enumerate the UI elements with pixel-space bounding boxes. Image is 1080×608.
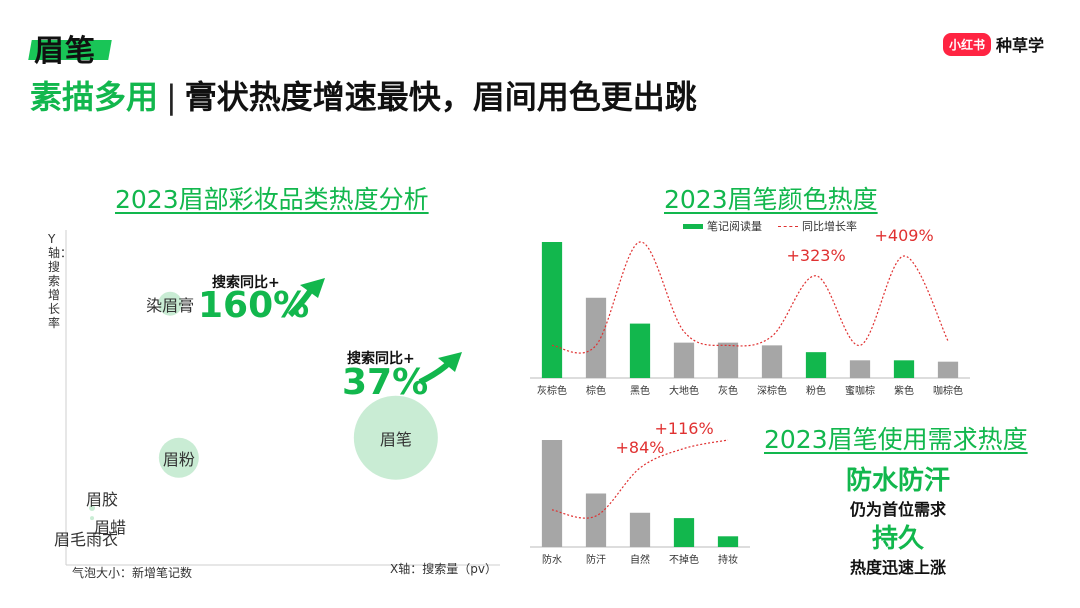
bubble [158, 437, 199, 478]
usage-item2-note: 热度迅速上涨 [849, 558, 946, 577]
bar [629, 323, 651, 378]
bar [629, 512, 651, 547]
slide-tag: 眉笔 [28, 26, 112, 70]
scatter-title: 2023眉部彩妆品类热度分析 [115, 185, 429, 214]
bar [717, 536, 739, 547]
bar-category-label: 灰棕色 [537, 384, 567, 397]
bubble [99, 537, 102, 540]
bar-category-label: 防水 [542, 553, 562, 566]
bar-category-label: 大地色 [669, 384, 699, 397]
legend-line-label: 同比增长率 [802, 220, 857, 233]
bar [541, 242, 563, 378]
brand-badge: 小红书 [942, 32, 991, 56]
bubble-label: 染眉膏 [146, 295, 195, 315]
headline: 素描多用 | 膏状热度增速最快，眉间用色更出跳 [30, 72, 697, 118]
bar-category-label: 棕色 [586, 384, 606, 397]
scatter-x-label: X轴：搜索量（pv） [390, 562, 497, 576]
bar-category-label: 蜜咖棕 [845, 384, 875, 397]
bubble [158, 291, 183, 316]
bar [585, 493, 607, 547]
headline-keyword: 素描多用 [30, 78, 159, 116]
usage-item1-note: 仍为首位需求 [849, 500, 946, 519]
growth-arrow-icon [438, 352, 462, 372]
bar-category-label: 咖棕色 [933, 384, 963, 397]
bar [937, 361, 959, 378]
usage-item1: 防水防汗 [845, 466, 950, 496]
bubble [353, 395, 438, 480]
growth-arrow-icon [300, 278, 325, 298]
trend-line [551, 439, 729, 519]
bubble-label: 眉毛雨衣 [54, 530, 119, 550]
bar-category-label: 防汗 [586, 553, 606, 566]
legend-line-swatch [778, 225, 798, 227]
usage-chart-title: 2023眉笔使用需求热度 [764, 425, 1028, 454]
slide-tag-text: 眉笔 [34, 34, 96, 69]
bar [673, 518, 695, 547]
annotation-label-160: 搜索同比+ [212, 275, 280, 291]
bubble-label: 眉蜡 [94, 518, 127, 538]
bubble-label: 眉笔 [379, 429, 412, 449]
usage-item2: 持久 [871, 524, 924, 554]
brand-logo: 小红书 种草学 [942, 32, 1044, 56]
headline-separator: | [166, 78, 177, 116]
brand-name: 种草学 [995, 36, 1044, 55]
color-chart-title: 2023眉笔颜色热度 [664, 185, 878, 214]
bar-category-label: 黑色 [630, 384, 650, 397]
bar-category-label: 深棕色 [757, 384, 787, 397]
bar-category-label: 持妆 [718, 553, 738, 566]
bubble-size-note: 气泡大小：新增笔记数 [72, 566, 193, 580]
bar [849, 360, 871, 378]
bar [717, 342, 739, 378]
bubble [90, 516, 95, 521]
bubble [89, 505, 96, 512]
bar [893, 360, 915, 378]
bar-category-label: 粉色 [806, 384, 826, 397]
bubble-label: 眉胶 [86, 490, 119, 510]
bubble-label: 眉粉 [162, 449, 195, 469]
growth-rate-label: +409% [874, 226, 934, 246]
growth-rate-label: +116% [654, 418, 714, 438]
trend-line [551, 241, 949, 354]
color-chart-legend: 笔记阅读量 同比增长率 [683, 218, 857, 234]
annotation-value-37: 37% [342, 362, 429, 403]
legend-bar-label: 笔记阅读量 [707, 220, 762, 233]
bar-category-label: 紫色 [894, 384, 914, 397]
bar [585, 297, 607, 378]
headline-text: 膏状热度增速最快，眉间用色更出跳 [184, 78, 697, 116]
growth-rate-label: +84% [615, 437, 665, 457]
bar-category-label: 灰色 [718, 384, 738, 397]
bar-category-label: 自然 [630, 553, 650, 566]
growth-rate-label: +323% [786, 245, 846, 265]
annotation-value-160: 160% [198, 285, 310, 326]
bar-category-label: 不掉色 [669, 553, 699, 566]
annotation-label-37: 搜索同比+ [347, 351, 415, 367]
bar [673, 342, 695, 378]
bar [541, 440, 563, 547]
legend-bar-swatch [683, 223, 703, 229]
bar [805, 352, 827, 378]
bar [761, 345, 783, 378]
